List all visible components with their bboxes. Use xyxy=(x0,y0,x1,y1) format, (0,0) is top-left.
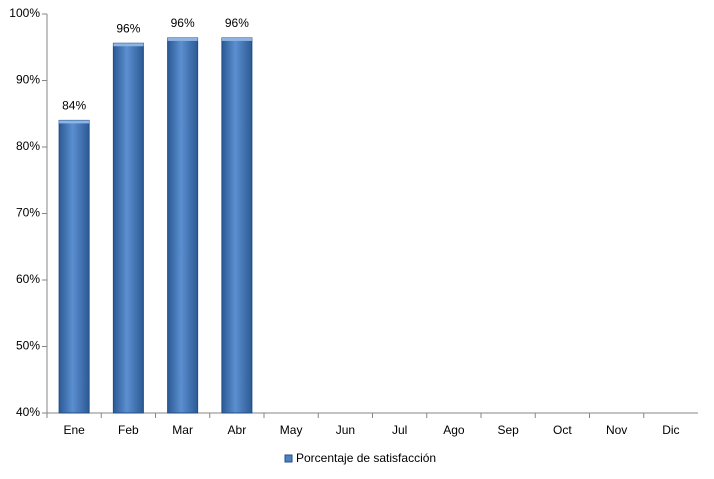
x-tick-label: Oct xyxy=(553,423,572,437)
y-tick-label: 50% xyxy=(16,339,40,353)
bar-top xyxy=(113,43,144,47)
bar-top xyxy=(221,37,252,41)
value-label: 84% xyxy=(62,99,86,113)
x-tick-label: Abr xyxy=(228,423,247,437)
x-tick-label: Sep xyxy=(497,423,519,437)
bar-top xyxy=(59,120,90,124)
bar-top xyxy=(167,37,198,41)
y-tick-label: 80% xyxy=(16,139,40,153)
x-tick-label: Jun xyxy=(336,423,355,437)
value-label: 96% xyxy=(116,21,140,35)
bar xyxy=(112,42,144,414)
x-tick-label: Ene xyxy=(63,423,85,437)
y-tick-label: 70% xyxy=(16,206,40,220)
x-tick-label: Ago xyxy=(443,423,465,437)
x-tick-label: Jul xyxy=(392,423,407,437)
value-label: 96% xyxy=(171,16,195,30)
y-tick-label: 60% xyxy=(16,272,40,286)
x-tick-label: Mar xyxy=(172,423,193,437)
x-tick-label: Nov xyxy=(606,423,627,437)
legend-label: Porcentaje de satisfacción xyxy=(296,451,436,465)
x-tick-label: Feb xyxy=(118,423,139,437)
bar xyxy=(58,119,90,414)
value-label: 96% xyxy=(225,16,249,30)
legend-marker xyxy=(284,454,293,463)
x-tick-label: May xyxy=(280,423,303,437)
bar xyxy=(167,37,199,414)
bar xyxy=(221,37,253,414)
y-tick-label: 90% xyxy=(16,73,40,87)
y-tick-label: 40% xyxy=(16,405,40,419)
x-tick-label: Dic xyxy=(662,423,679,437)
y-tick-label: 100% xyxy=(9,6,40,20)
